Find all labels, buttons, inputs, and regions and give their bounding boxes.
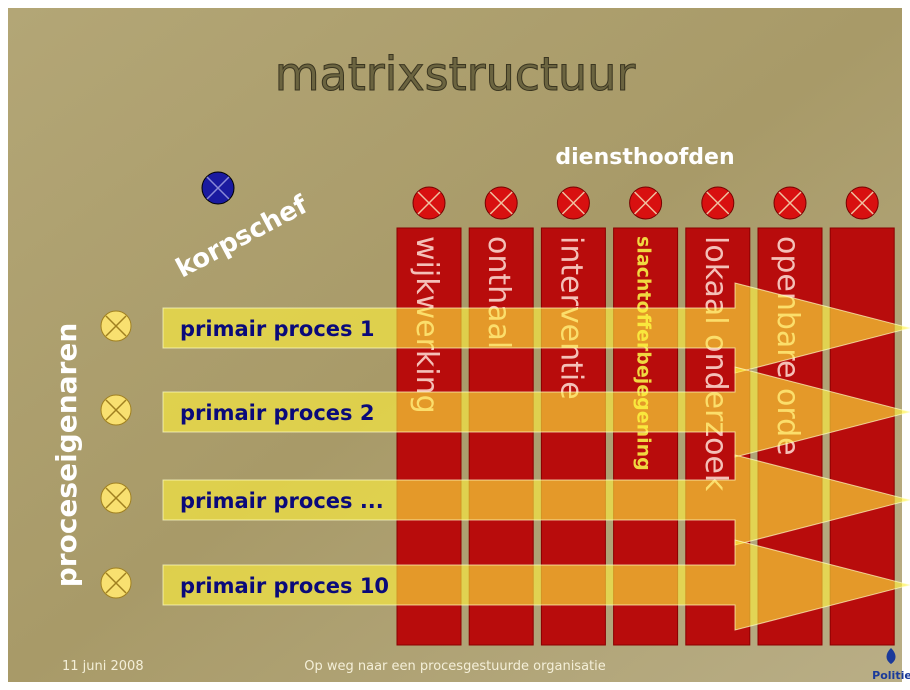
column-icon-cross	[561, 191, 585, 215]
title: matrixstructuur	[275, 47, 636, 101]
logo-text: Politie	[872, 669, 910, 682]
row-label: primair proces 2	[180, 401, 374, 425]
row-arrow	[162, 282, 910, 374]
korpschef-icon	[201, 171, 235, 205]
logo-icon	[886, 648, 896, 664]
row-arrow	[162, 454, 910, 546]
row-label: primair proces ...	[180, 489, 384, 513]
footer-date: 11 juni 2008	[62, 659, 144, 674]
row-icon-cross	[105, 315, 127, 337]
column-label: slachtofferbejegening	[633, 236, 655, 471]
columns-heading: diensthoofden	[555, 145, 734, 170]
row-icon-cross	[105, 572, 127, 594]
column-icon-cross	[634, 191, 658, 215]
row-icon-cross	[105, 487, 127, 509]
column-label: lokaal onderzoek	[698, 236, 733, 492]
column-icon-cross	[850, 191, 874, 215]
side-label: proceseigenaren	[50, 323, 83, 588]
footer-subtitle: Op weg naar een procesgestuurde organisa…	[304, 659, 606, 674]
row-arrow	[162, 539, 910, 631]
column-icon-cross	[706, 191, 730, 215]
column-icon-cross	[778, 191, 802, 215]
row-label: primair proces 1	[180, 317, 374, 341]
column-icon-cross	[489, 191, 513, 215]
row-icon-cross	[105, 399, 127, 421]
row-label: primair proces 10	[180, 574, 389, 598]
column-icon-cross	[417, 191, 441, 215]
row-arrow	[162, 366, 910, 458]
